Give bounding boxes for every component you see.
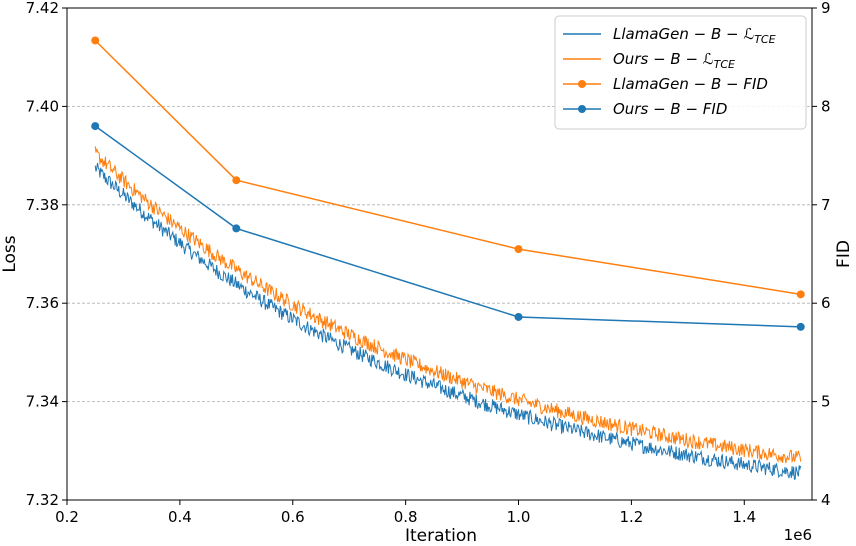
- left-y-tick-label: 7.34: [26, 393, 59, 411]
- fid-data-point: [91, 122, 100, 131]
- x-tick-label: 1.2: [619, 508, 643, 526]
- right-y-tick-label: 6: [821, 294, 831, 312]
- legend-label: Ours − B − ℒTCE: [613, 50, 735, 71]
- right-y-tick-label: 5: [821, 393, 831, 411]
- right-y-axis-ticks: 4 5 6 7 8 9: [812, 0, 831, 509]
- fid-data-point: [514, 312, 523, 321]
- left-y-axis-ticks: 7.32 7.34 7.36 7.38 7.40 7.42: [26, 0, 67, 509]
- left-y-tick-label: 7.36: [26, 294, 59, 312]
- x-tick-label: 1.4: [732, 508, 756, 526]
- left-y-tick-label: 7.40: [26, 97, 59, 115]
- x-axis-ticks: 0.2 0.4 0.6 0.8 1.0 1.2 1.4: [55, 500, 756, 526]
- legend: LlamaGen − B − ℒTCE Ours − B − ℒTCE LlamaG…: [554, 15, 807, 130]
- fid-data-point: [514, 245, 523, 254]
- legend-label: LlamaGen − B − FID: [613, 75, 768, 93]
- fid-data-point: [232, 224, 241, 233]
- legend-label: LlamaGen − B − ℒTCE: [613, 25, 776, 46]
- x-tick-label: 0.8: [394, 508, 418, 526]
- x-tick-label: 1.0: [507, 508, 531, 526]
- left-y-tick-label: 7.42: [26, 0, 59, 17]
- fid-data-point: [796, 290, 805, 299]
- legend-box: [554, 15, 807, 130]
- fid-data-point: [796, 322, 805, 331]
- series-layer: [91, 36, 805, 480]
- right-y-tick-label: 9: [821, 0, 831, 17]
- loss-series-line: [94, 162, 802, 480]
- fid-data-point: [91, 36, 100, 45]
- right-y-tick-label: 7: [821, 196, 831, 214]
- grid-lines: [67, 106, 812, 403]
- x-axis-title: Iteration: [405, 526, 477, 546]
- fid-series-line: [94, 39, 801, 296]
- legend-marker-swatch: [578, 105, 586, 113]
- loss-series-line: [94, 146, 802, 464]
- legend-label: Ours − B − FID: [613, 100, 727, 118]
- fid-series-line: [94, 125, 801, 328]
- right-y-tick-label: 4: [821, 491, 831, 509]
- left-y-tick-label: 7.38: [26, 196, 59, 214]
- x-tick-label: 0.2: [55, 508, 79, 526]
- right-y-axis-title: FID: [834, 240, 854, 268]
- left-y-tick-label: 7.32: [26, 491, 59, 509]
- left-y-axis-title: Loss: [0, 235, 20, 272]
- right-y-tick-label: 8: [821, 97, 831, 115]
- legend-marker-swatch: [578, 80, 586, 88]
- plot-frame: [66, 7, 813, 501]
- fid-data-point: [232, 176, 241, 185]
- x-tick-label: 0.4: [168, 508, 192, 526]
- x-tick-label: 0.6: [281, 508, 305, 526]
- x-axis-offset-label: 1e6: [784, 526, 812, 544]
